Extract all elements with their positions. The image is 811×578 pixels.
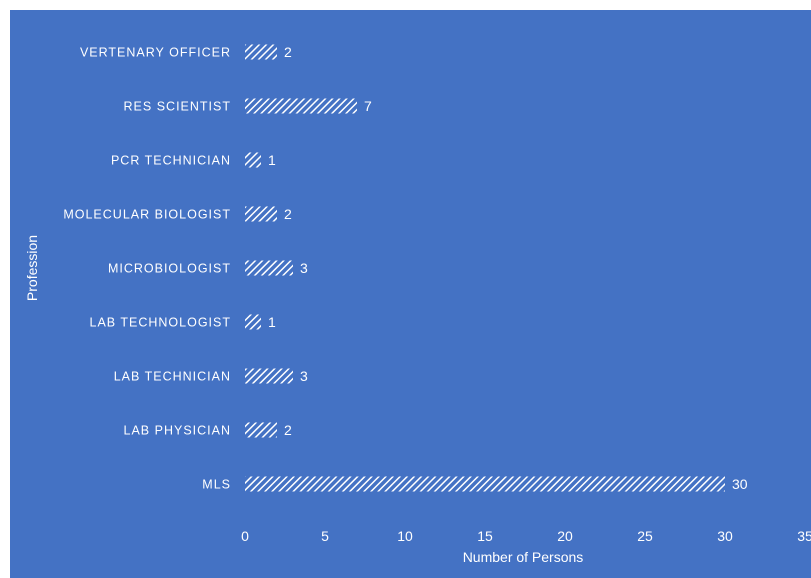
bar [245, 260, 293, 276]
data-label: 30 [732, 476, 748, 492]
bar [245, 44, 277, 60]
category-label: RES SCIENTIST [124, 100, 231, 114]
x-tick-label: 25 [637, 528, 653, 544]
data-label: 3 [300, 260, 308, 276]
bar [245, 314, 261, 330]
category-label: LAB PHYSICIAN [124, 424, 231, 438]
data-label: 1 [268, 152, 276, 168]
data-label: 3 [300, 368, 308, 384]
bar [245, 476, 725, 492]
y-axis-title: Profession [24, 235, 40, 301]
bar [245, 422, 277, 438]
category-label: MICROBIOLOGIST [108, 262, 231, 276]
data-label: 1 [268, 314, 276, 330]
bar-chart: VERTENARY OFFICER RES SCIENTIST PCR TECHNI… [24, 44, 811, 565]
category-label: VERTENARY OFFICER [80, 46, 231, 60]
chart-area: VERTENARY OFFICER RES SCIENTIST PCR TECHNI… [10, 10, 811, 578]
x-tick-label: 30 [717, 528, 733, 544]
category-label: LAB TECHNOLOGIST [90, 316, 232, 330]
x-tick-label: 0 [241, 528, 249, 544]
data-label: 2 [284, 206, 292, 222]
category-label: MOLECULAR BIOLOGIST [63, 208, 231, 222]
x-tick-label: 20 [557, 528, 573, 544]
category-label: PCR TECHNICIAN [111, 154, 231, 168]
bar [245, 368, 293, 384]
bar [245, 98, 357, 114]
x-tick-label: 35 [797, 528, 811, 544]
x-tick-label: 5 [321, 528, 329, 544]
bar [245, 152, 261, 168]
x-tick-label: 10 [397, 528, 413, 544]
data-label: 7 [364, 98, 372, 114]
x-tick-label: 15 [477, 528, 493, 544]
x-axis-title: Number of Persons [463, 549, 584, 565]
bar [245, 206, 277, 222]
data-label: 2 [284, 44, 292, 60]
category-label: MLS [202, 478, 231, 492]
data-label: 2 [284, 422, 292, 438]
category-label: LAB TECHNICIAN [114, 370, 231, 384]
